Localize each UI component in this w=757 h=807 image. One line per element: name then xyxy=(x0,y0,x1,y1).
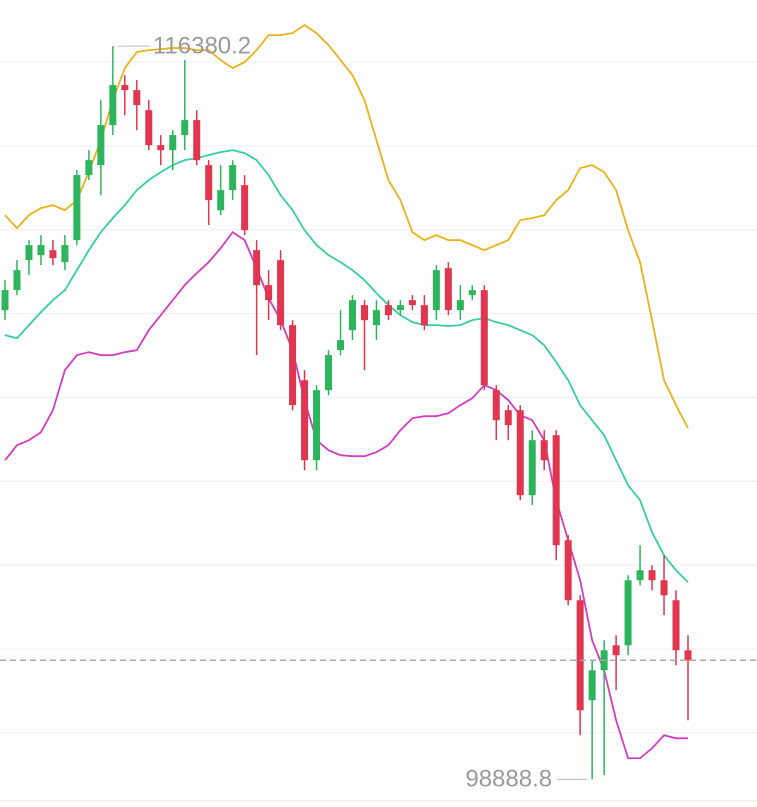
candle-body xyxy=(337,340,345,351)
band-line xyxy=(4,149,689,583)
candle-body xyxy=(588,670,596,701)
candle-body xyxy=(157,145,165,151)
candle-body xyxy=(576,600,584,711)
candle-body xyxy=(133,90,141,106)
candle-body xyxy=(648,570,656,581)
band-line xyxy=(4,230,688,760)
candle-body xyxy=(325,355,333,391)
candle-body xyxy=(13,270,21,291)
candle-body xyxy=(193,120,201,161)
candle-body xyxy=(289,325,297,406)
candle-body xyxy=(516,410,524,496)
candle-body xyxy=(229,165,237,191)
candle-body xyxy=(660,580,668,596)
candle-body xyxy=(301,380,309,461)
candle-body xyxy=(624,580,632,646)
candle-body xyxy=(504,410,512,426)
annotation-label: 98888.8 xyxy=(465,766,552,793)
candle-body xyxy=(636,570,644,581)
candle-body xyxy=(85,160,93,176)
band-line xyxy=(4,23,689,429)
annotation-label: 116380.2 xyxy=(153,32,251,59)
candle-body xyxy=(348,300,356,331)
candle-body xyxy=(97,125,105,166)
candle-body xyxy=(408,300,416,306)
candle-body xyxy=(217,190,225,211)
candle-body xyxy=(61,245,69,263)
candle-body xyxy=(109,85,117,126)
candle-body xyxy=(205,165,213,201)
candle-body xyxy=(468,290,476,296)
candle-body xyxy=(480,290,488,386)
candle-body xyxy=(313,390,321,461)
candle-body xyxy=(456,300,464,311)
candle-body xyxy=(444,268,452,311)
candle-body xyxy=(396,305,404,311)
candle-body xyxy=(564,540,572,601)
candle-body xyxy=(684,650,692,661)
candle-body xyxy=(73,175,81,241)
candle-body xyxy=(420,305,428,326)
candle-body xyxy=(528,440,536,496)
candle-body xyxy=(37,245,45,256)
candle-body xyxy=(612,645,620,656)
candle-body xyxy=(121,85,129,91)
candle-body xyxy=(432,270,440,311)
candle-body xyxy=(672,600,680,651)
candle-body xyxy=(492,390,500,421)
candle-body xyxy=(145,110,153,146)
candle-body xyxy=(265,285,273,301)
candle-body xyxy=(25,245,33,261)
candle-body xyxy=(384,305,392,316)
candle-body xyxy=(360,305,368,321)
candle-body xyxy=(540,440,548,461)
candle-body xyxy=(1,290,9,311)
candle-body xyxy=(181,120,189,136)
candle-body xyxy=(241,185,249,231)
candle-body xyxy=(49,250,57,259)
candle-body xyxy=(552,435,560,546)
candle-body xyxy=(277,260,285,326)
candle-body xyxy=(372,310,380,326)
candle-body xyxy=(253,250,261,286)
candle-body xyxy=(169,135,177,151)
